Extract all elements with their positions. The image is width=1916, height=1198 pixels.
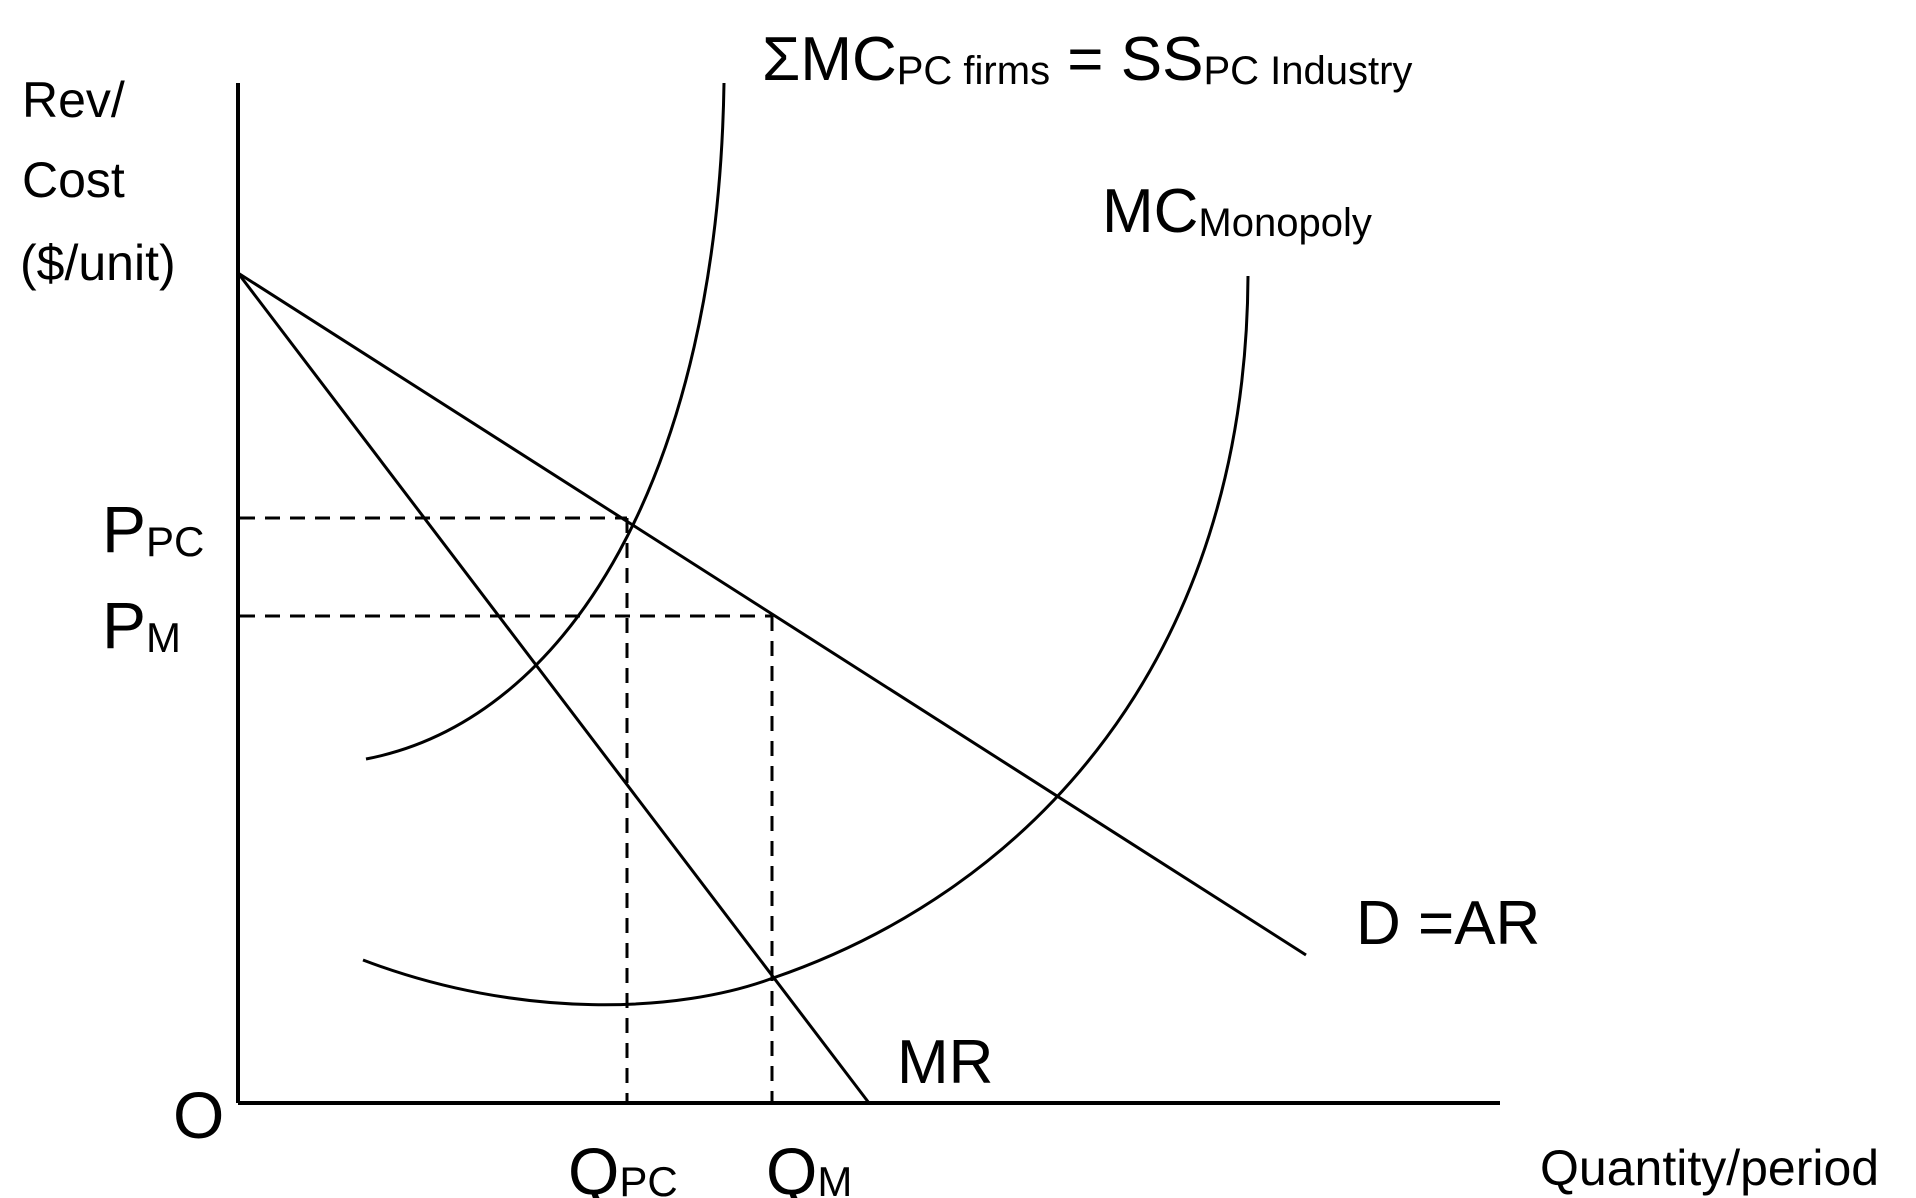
demand-curve xyxy=(237,271,1307,957)
ppc-label-main: P xyxy=(102,492,146,566)
demand-label: D =AR xyxy=(1356,889,1540,958)
pm-label: PM xyxy=(102,588,181,662)
ppc-label-sub: PC xyxy=(146,518,204,565)
qpc-label-main: Q xyxy=(568,1134,619,1198)
origin-label: O xyxy=(173,1078,224,1152)
pm-label-sub: M xyxy=(146,614,181,661)
mr-curve xyxy=(236,272,871,1104)
industry-supply-label-sub2: PC Industry xyxy=(1203,49,1412,93)
mr-label: MR xyxy=(897,1028,993,1097)
y-axis-label-line2: Cost xyxy=(22,152,125,208)
mc-monopoly-label-sub: Monopoly xyxy=(1198,201,1371,245)
qm-label: QM xyxy=(766,1134,852,1198)
industry-supply-label-sub1: PC firms xyxy=(897,49,1050,93)
qm-label-main: Q xyxy=(766,1134,817,1198)
mc-monopoly-label: MCMonopoly xyxy=(1102,177,1372,246)
industry-supply-label-text2: = SS xyxy=(1050,25,1203,94)
mc-monopoly-curve xyxy=(362,275,1250,1007)
mc-monopoly-label-main: MC xyxy=(1102,177,1198,246)
qpc-label-sub: PC xyxy=(619,1158,677,1198)
industry-supply-label-text1: ΣMC xyxy=(762,25,897,94)
y-axis-label-line1: Rev/ xyxy=(22,72,125,128)
industry-supply-curve xyxy=(365,82,726,761)
qm-label-sub: M xyxy=(817,1158,852,1198)
pm-label-main: P xyxy=(102,588,146,662)
ppc-label: PPC xyxy=(102,492,204,566)
y-axis-label-line3: ($/unit) xyxy=(20,235,176,291)
industry-supply-label: ΣMCPC firms = SSPC Industry xyxy=(762,25,1412,94)
x-axis-label: Quantity/period xyxy=(1540,1140,1879,1196)
qpc-label: QPC xyxy=(568,1134,678,1198)
